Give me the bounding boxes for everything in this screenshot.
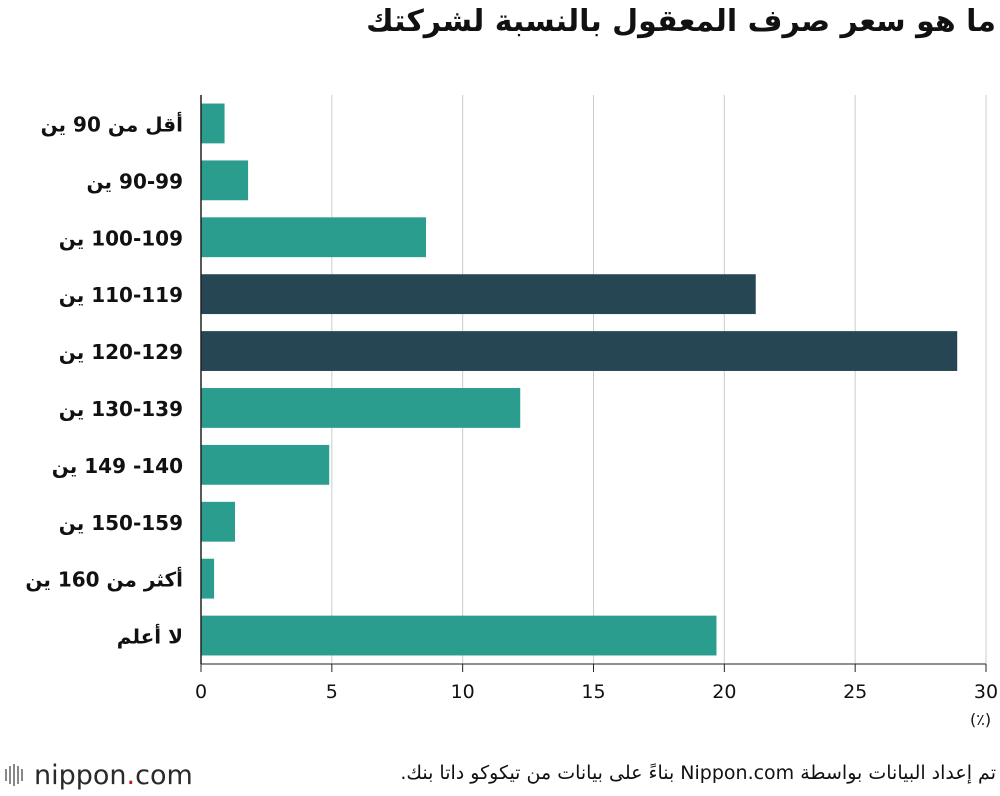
- bar: [201, 103, 225, 144]
- brand-dot: .: [126, 759, 136, 791]
- footer: nippon.com تم إعداد البيانات بواسطة Nipp…: [0, 756, 1000, 796]
- category-label: لا أعلم: [117, 623, 183, 649]
- bar: [201, 331, 958, 371]
- category-label: أقل من 90 ين: [41, 110, 183, 136]
- x-tick-label: 25: [843, 681, 867, 703]
- category-label: 140- 149 ين: [52, 454, 183, 478]
- x-tick-label: 0: [195, 681, 207, 703]
- category-label: 110-119 ين: [59, 283, 183, 307]
- x-tick-label: 20: [712, 681, 736, 703]
- category-label: 100-109 ين: [59, 226, 183, 250]
- bar: [201, 501, 236, 542]
- bar: [201, 160, 249, 201]
- bar: [201, 388, 521, 428]
- bar-chart: 0 5 10 15 20 25 30 أقل من 90 ين 90-99 ين 100-109 …: [25, 95, 998, 703]
- x-axis-unit: (٪): [970, 710, 992, 729]
- category-label: 130-139 ين: [59, 397, 183, 421]
- x-tick-label: 5: [326, 681, 338, 703]
- source-note: تم إعداد البيانات بواسطة Nippon.com بناء…: [400, 762, 996, 784]
- x-tick-label: 15: [581, 681, 605, 703]
- x-tick-label: 30: [974, 681, 998, 703]
- brand-name: nippon: [34, 759, 127, 791]
- bar: [201, 558, 215, 599]
- x-tick-label: 10: [451, 681, 475, 703]
- category-label: 90-99 ين: [87, 169, 183, 193]
- bar: [201, 444, 330, 485]
- category-label: 120-129 ين: [59, 340, 183, 364]
- bar: [201, 217, 427, 258]
- brand-suffix: com: [135, 759, 193, 791]
- bar: [201, 274, 756, 315]
- bars-logo-icon: [5, 764, 23, 786]
- brand-logo: nippon.com: [4, 758, 193, 792]
- category-label: 150-159 ين: [59, 511, 183, 535]
- chart-title: ما هو سعر صرف المعقول بالنسبة لشركتك: [366, 4, 996, 39]
- category-label: أكثر من 160 ين: [25, 566, 183, 592]
- bar: [201, 615, 717, 656]
